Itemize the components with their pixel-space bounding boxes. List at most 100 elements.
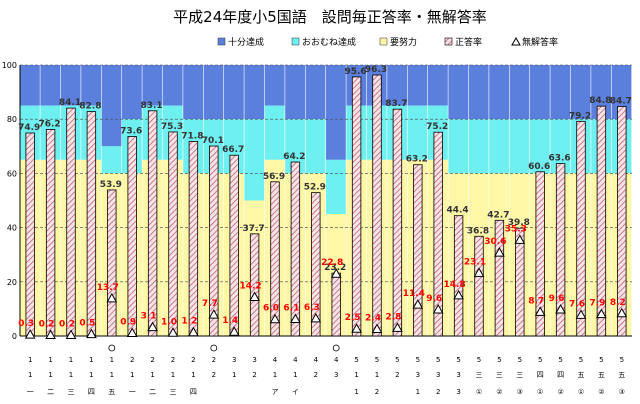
data-label-no-answer: 11.4 bbox=[403, 289, 425, 299]
x-label-part: 1 bbox=[89, 371, 93, 379]
x-label-part: 2 bbox=[314, 371, 318, 379]
data-label-correct: 56.9 bbox=[263, 172, 285, 182]
x-label-part: イ bbox=[292, 388, 299, 396]
x-category-label: 1 1 五 bbox=[108, 344, 115, 396]
x-label-part: 1 bbox=[110, 371, 114, 379]
x-category-label: 5 四 ① bbox=[537, 356, 544, 396]
x-label-part: 一 bbox=[27, 388, 34, 396]
band-mid bbox=[407, 105, 428, 160]
bar-correct-rate bbox=[107, 189, 117, 337]
marker-no-answer bbox=[575, 309, 587, 319]
y-tick-label: 60 bbox=[7, 169, 17, 178]
legend-swatch bbox=[511, 36, 521, 46]
y-tick-label: 100 bbox=[2, 61, 17, 70]
legend-swatch bbox=[379, 37, 388, 46]
bar-correct-rate bbox=[86, 111, 97, 337]
bar-correct-rate bbox=[127, 136, 137, 337]
marker-no-answer bbox=[616, 307, 628, 318]
bar-correct-rate bbox=[596, 105, 607, 337]
marker-no-answer bbox=[351, 323, 362, 333]
x-label-part: 5 bbox=[620, 356, 624, 364]
bar-correct-rate bbox=[413, 164, 423, 337]
y-tick-label: 40 bbox=[7, 224, 17, 233]
band-mid bbox=[285, 119, 305, 174]
y-tick-label: 0 bbox=[12, 332, 17, 341]
marker-no-answer bbox=[228, 326, 240, 336]
data-label-no-answer: 23.1 bbox=[464, 257, 486, 267]
x-label-part: ① bbox=[476, 388, 482, 396]
marker-no-answer bbox=[473, 267, 485, 277]
x-label-part: 2 bbox=[150, 356, 154, 364]
data-label-no-answer: 1.2 bbox=[181, 317, 197, 327]
band-top bbox=[142, 65, 163, 106]
marker-no-answer bbox=[412, 299, 424, 309]
band-top bbox=[591, 65, 611, 120]
band-top bbox=[448, 65, 469, 120]
x-category-label: 5 3 2 bbox=[436, 356, 440, 396]
bar-correct-rate bbox=[66, 107, 76, 337]
y-tick-label: 20 bbox=[7, 278, 17, 287]
x-label-part: 1 bbox=[48, 371, 52, 379]
legend-swatch bbox=[291, 37, 300, 46]
data-label-no-answer: 2.8 bbox=[385, 312, 401, 322]
data-label-no-answer: 30.6 bbox=[484, 237, 506, 247]
x-label-part: 3 bbox=[416, 371, 420, 379]
data-label-no-answer: 7.7 bbox=[202, 299, 218, 309]
marker-no-answer bbox=[555, 303, 566, 314]
x-category-label: 5 五 ① bbox=[578, 356, 585, 396]
band-top bbox=[509, 65, 530, 120]
data-label-correct: 74.9 bbox=[18, 123, 40, 133]
x-axis: 11一11二11三11四11五21一21二21三21四22313241ア41イ4… bbox=[27, 344, 625, 396]
x-category-label: 4 1 イ bbox=[292, 356, 299, 396]
data-label-no-answer: 0.9 bbox=[120, 318, 136, 328]
x-category-label: 5 1 2 bbox=[375, 356, 379, 396]
x-label-part: 二 bbox=[149, 388, 156, 396]
x-label-part: 5 bbox=[375, 356, 379, 364]
x-label-part: ② bbox=[557, 388, 563, 396]
band-top bbox=[326, 65, 346, 160]
band-top bbox=[203, 65, 224, 120]
bar-correct-rate bbox=[45, 129, 56, 337]
x-label-part: ア bbox=[272, 388, 279, 396]
bar-correct-rate bbox=[555, 163, 566, 337]
x-category-label: 5 三 ① bbox=[476, 356, 483, 396]
legend-swatch bbox=[444, 37, 453, 46]
circle-marker bbox=[332, 344, 340, 352]
x-label-part: 1 bbox=[28, 371, 32, 379]
x-label-part: ① bbox=[537, 388, 543, 396]
bar-correct-rate bbox=[576, 120, 586, 337]
band-mid bbox=[530, 119, 550, 174]
marker-no-answer bbox=[126, 327, 138, 338]
band-top bbox=[244, 65, 265, 120]
data-label-correct: 75.2 bbox=[426, 122, 448, 132]
data-label-correct: 73.6 bbox=[120, 127, 142, 137]
data-label-correct: 71.8 bbox=[181, 131, 203, 141]
data-label-no-answer: 7.6 bbox=[569, 299, 585, 309]
bar-correct-rate bbox=[453, 215, 464, 337]
marker-no-answer bbox=[596, 308, 607, 319]
marker-no-answer bbox=[167, 327, 179, 337]
data-label-correct: 23.2 bbox=[324, 263, 346, 273]
band-mid bbox=[244, 119, 265, 201]
marker-no-answer bbox=[24, 329, 36, 339]
bar-correct-rate bbox=[433, 131, 443, 337]
band-top bbox=[162, 65, 183, 106]
band-top bbox=[20, 65, 40, 106]
band-top bbox=[611, 65, 632, 120]
x-label-part: 4 bbox=[273, 356, 278, 364]
marker-no-answer bbox=[45, 329, 56, 339]
x-label-part: 1 bbox=[130, 371, 134, 379]
x-label-part: 1 bbox=[293, 371, 297, 379]
data-label-correct: 60.6 bbox=[528, 162, 550, 172]
band-top bbox=[101, 65, 122, 147]
x-category-label: 5 3 1 bbox=[416, 356, 420, 396]
data-label-correct: 37.7 bbox=[242, 224, 264, 234]
x-category-label: 32 bbox=[252, 356, 256, 379]
data-label-no-answer: 0.3 bbox=[18, 319, 34, 329]
x-label-part: 四 bbox=[557, 371, 564, 379]
bar-correct-rate bbox=[351, 76, 362, 337]
marker-no-answer bbox=[330, 268, 342, 278]
bar-correct-rate bbox=[290, 161, 301, 337]
data-label-correct: 42.7 bbox=[487, 210, 509, 220]
marker-no-answer bbox=[392, 322, 403, 332]
